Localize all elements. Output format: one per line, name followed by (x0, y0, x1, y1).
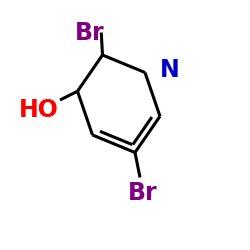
Text: N: N (160, 58, 180, 82)
Text: Br: Br (75, 20, 105, 44)
Text: HO: HO (19, 98, 59, 122)
Text: Br: Br (128, 180, 157, 204)
